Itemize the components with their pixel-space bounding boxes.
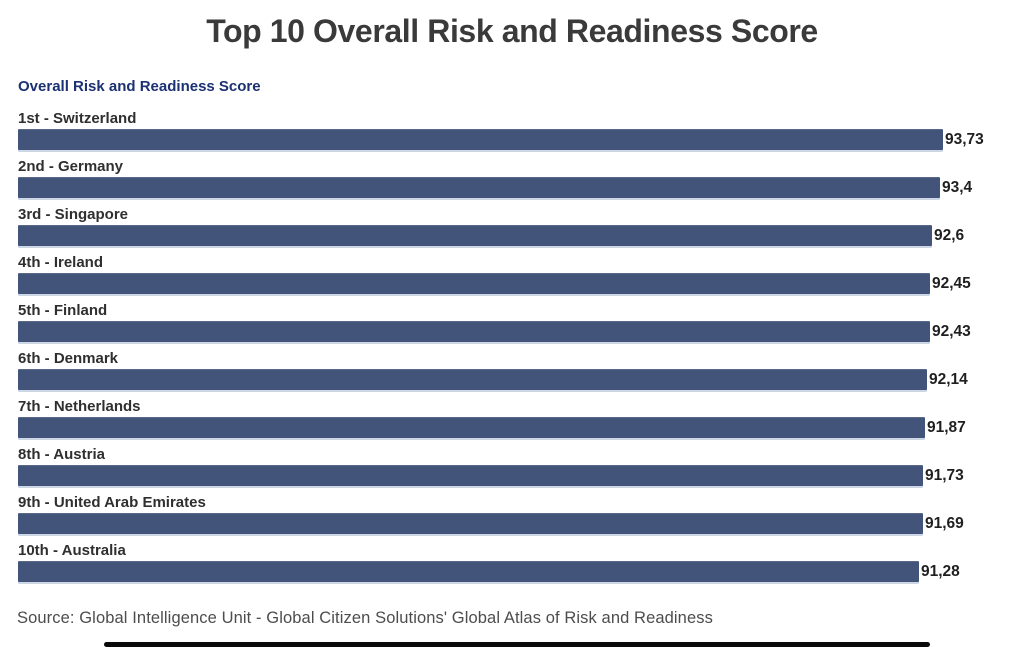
bar-label: 1st - Switzerland xyxy=(18,110,137,127)
bar-value: 91,87 xyxy=(927,419,966,436)
bar-label: 3rd - Singapore xyxy=(18,206,129,223)
bar-value: 93,73 xyxy=(945,131,984,148)
chart-title: Top 10 Overall Risk and Readiness Score xyxy=(206,13,818,49)
bar xyxy=(18,273,930,294)
bar-value: 92,43 xyxy=(932,323,971,340)
bar-label: 7th - Netherlands xyxy=(18,398,141,415)
source-text: Source: Global Intelligence Unit - Globa… xyxy=(17,609,713,627)
bar-label: 4th - Ireland xyxy=(18,254,104,271)
bar-value: 92,6 xyxy=(934,227,965,244)
bar xyxy=(18,465,923,486)
bar-label: 9th - United Arab Emirates xyxy=(18,494,206,511)
bar xyxy=(18,225,932,246)
bar-label: 10th - Australia xyxy=(18,542,126,559)
chart-subtitle: Overall Risk and Readiness Score xyxy=(18,78,261,95)
bar xyxy=(18,177,940,198)
bar-value: 91,69 xyxy=(925,515,964,532)
bar xyxy=(18,321,930,342)
bar-label: 8th - Austria xyxy=(18,446,105,463)
bar-value: 91,73 xyxy=(925,467,964,484)
bar-label: 6th - Denmark xyxy=(18,350,119,367)
bar-value: 91,28 xyxy=(921,563,960,580)
bar xyxy=(18,417,925,438)
bar-value: 92,45 xyxy=(932,275,971,292)
bar-label: 2nd - Germany xyxy=(18,158,124,175)
bar xyxy=(18,369,927,390)
bottom-scrubber-bar xyxy=(104,642,930,647)
bar xyxy=(18,513,923,534)
bar xyxy=(18,561,919,582)
bar-value: 92,14 xyxy=(929,371,968,388)
bar xyxy=(18,129,943,150)
bar-label: 5th - Finland xyxy=(18,302,108,319)
bar-value: 93,4 xyxy=(942,179,973,196)
